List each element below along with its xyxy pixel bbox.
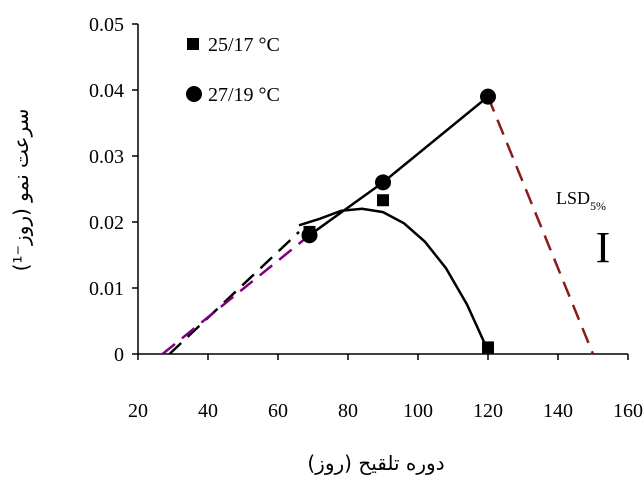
lsd-label-subscript: 5% [590,199,606,213]
legend: 25/17 °C 27/19 °C [186,34,280,106]
x-tick-label: 20 [128,400,148,422]
y-tick-label: 0.04 [89,80,124,102]
y-axis-title: سرعت نمو (روز⁻¹) [9,109,33,272]
axes-layer: 20 40 60 80 100 120 140 160 0 0.01 0.02 0.03 0.04 0.0… [89,14,643,422]
x-axis-title: دوره تلقیح (روز) [307,451,444,475]
extrapolation-dashed-line [486,96,595,355]
series-25-17-point [377,194,389,207]
x-tick-label: 100 [403,400,433,422]
series-27-19-fit-line [308,95,489,237]
extrapolation-dashed-line [161,234,311,355]
x-tick-label: 120 [473,400,503,422]
legend-label: 25/17 °C [208,34,280,56]
y-tick-label: 0.01 [89,278,124,300]
x-tick-label: 60 [268,400,288,422]
legend-label: 27/19 °C [208,84,280,106]
legend-circle-marker [186,86,202,102]
lsd-error-bar: I [596,223,611,272]
x-tick-label: 40 [198,400,218,422]
series-layer [161,88,595,355]
y-tick-label: 0 [114,344,124,366]
lsd-label-main: LSD [556,188,590,208]
series-27-19-point [375,174,391,191]
x-tick-label: 160 [613,400,643,422]
lsd-label: LSD5% [556,188,606,213]
y-tick-label: 0.02 [89,212,124,234]
x-tick-label: 80 [338,400,358,422]
y-tick-label: 0.05 [89,14,124,36]
legend-square-marker [187,38,199,50]
series-25-17-point [482,341,494,354]
y-tick-label: 0.03 [89,146,124,168]
x-tick-label: 140 [543,400,573,422]
series-27-19-point [301,227,318,244]
extrapolation-dashed-line [168,230,300,355]
series-25-17-fit-line [298,207,490,352]
series-27-19-point [480,88,496,105]
